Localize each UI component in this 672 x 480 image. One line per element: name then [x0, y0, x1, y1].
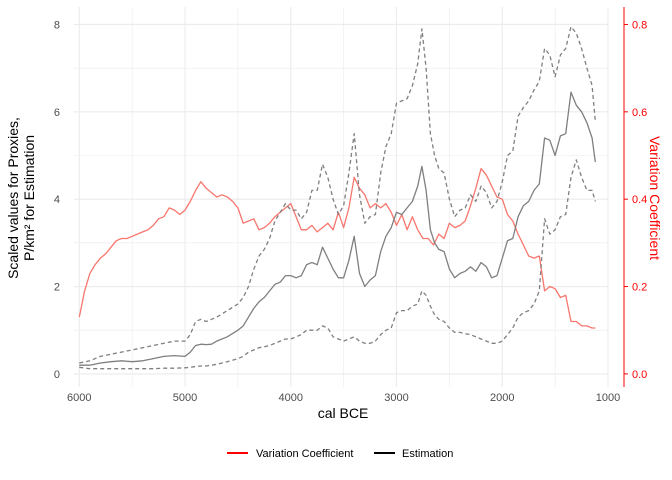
series-estimation-bound-line — [79, 159, 596, 370]
y-right-tick-label: 0.4 — [632, 194, 647, 206]
series-variation-coefficient-line — [78, 167, 596, 329]
y-right-tick-label: 0.2 — [632, 282, 647, 294]
series-layer — [78, 26, 596, 370]
grid-lines — [74, 7, 609, 387]
y-axis-right-title: Variation Coefficient — [647, 136, 663, 260]
series-estimation-line — [79, 91, 596, 366]
y-right-tick-label: 0.0 — [632, 369, 647, 381]
series-estimation-bound-line — [79, 26, 596, 364]
y-tick-label: 2 — [54, 282, 60, 294]
y-axis-title-line-1: Scaled values for Proxies, — [5, 117, 21, 279]
y-right-tick-label: 0.6 — [632, 107, 647, 119]
x-tick-label: 4000 — [279, 392, 303, 404]
x-tick-label: 2000 — [490, 392, 514, 404]
y-axis-title-line-2: P/km² for Estimation — [21, 135, 37, 261]
legend-label-estimation: Estimation — [402, 448, 453, 460]
x-tick-label: 1000 — [596, 392, 620, 404]
legend: Variation Coefficient Estimation — [227, 448, 453, 460]
x-tick-label: 5000 — [173, 392, 197, 404]
y-tick-label: 8 — [54, 19, 60, 31]
y-tick-label: 0 — [54, 369, 60, 381]
x-axis-title: cal BCE — [318, 405, 369, 421]
y-tick-label: 6 — [54, 107, 60, 119]
legend-label-variation-coefficient: Variation Coefficient — [256, 448, 353, 460]
axes-layer: 6000 5000 4000 3000 2000 1000 0 2 4 6 8 0.0 0.2 0.4 0.… — [54, 7, 647, 404]
y-tick-label: 4 — [54, 194, 60, 206]
x-tick-label: 3000 — [384, 392, 408, 404]
y-right-tick-label: 0.8 — [632, 19, 647, 31]
x-tick-label: 6000 — [67, 392, 91, 404]
